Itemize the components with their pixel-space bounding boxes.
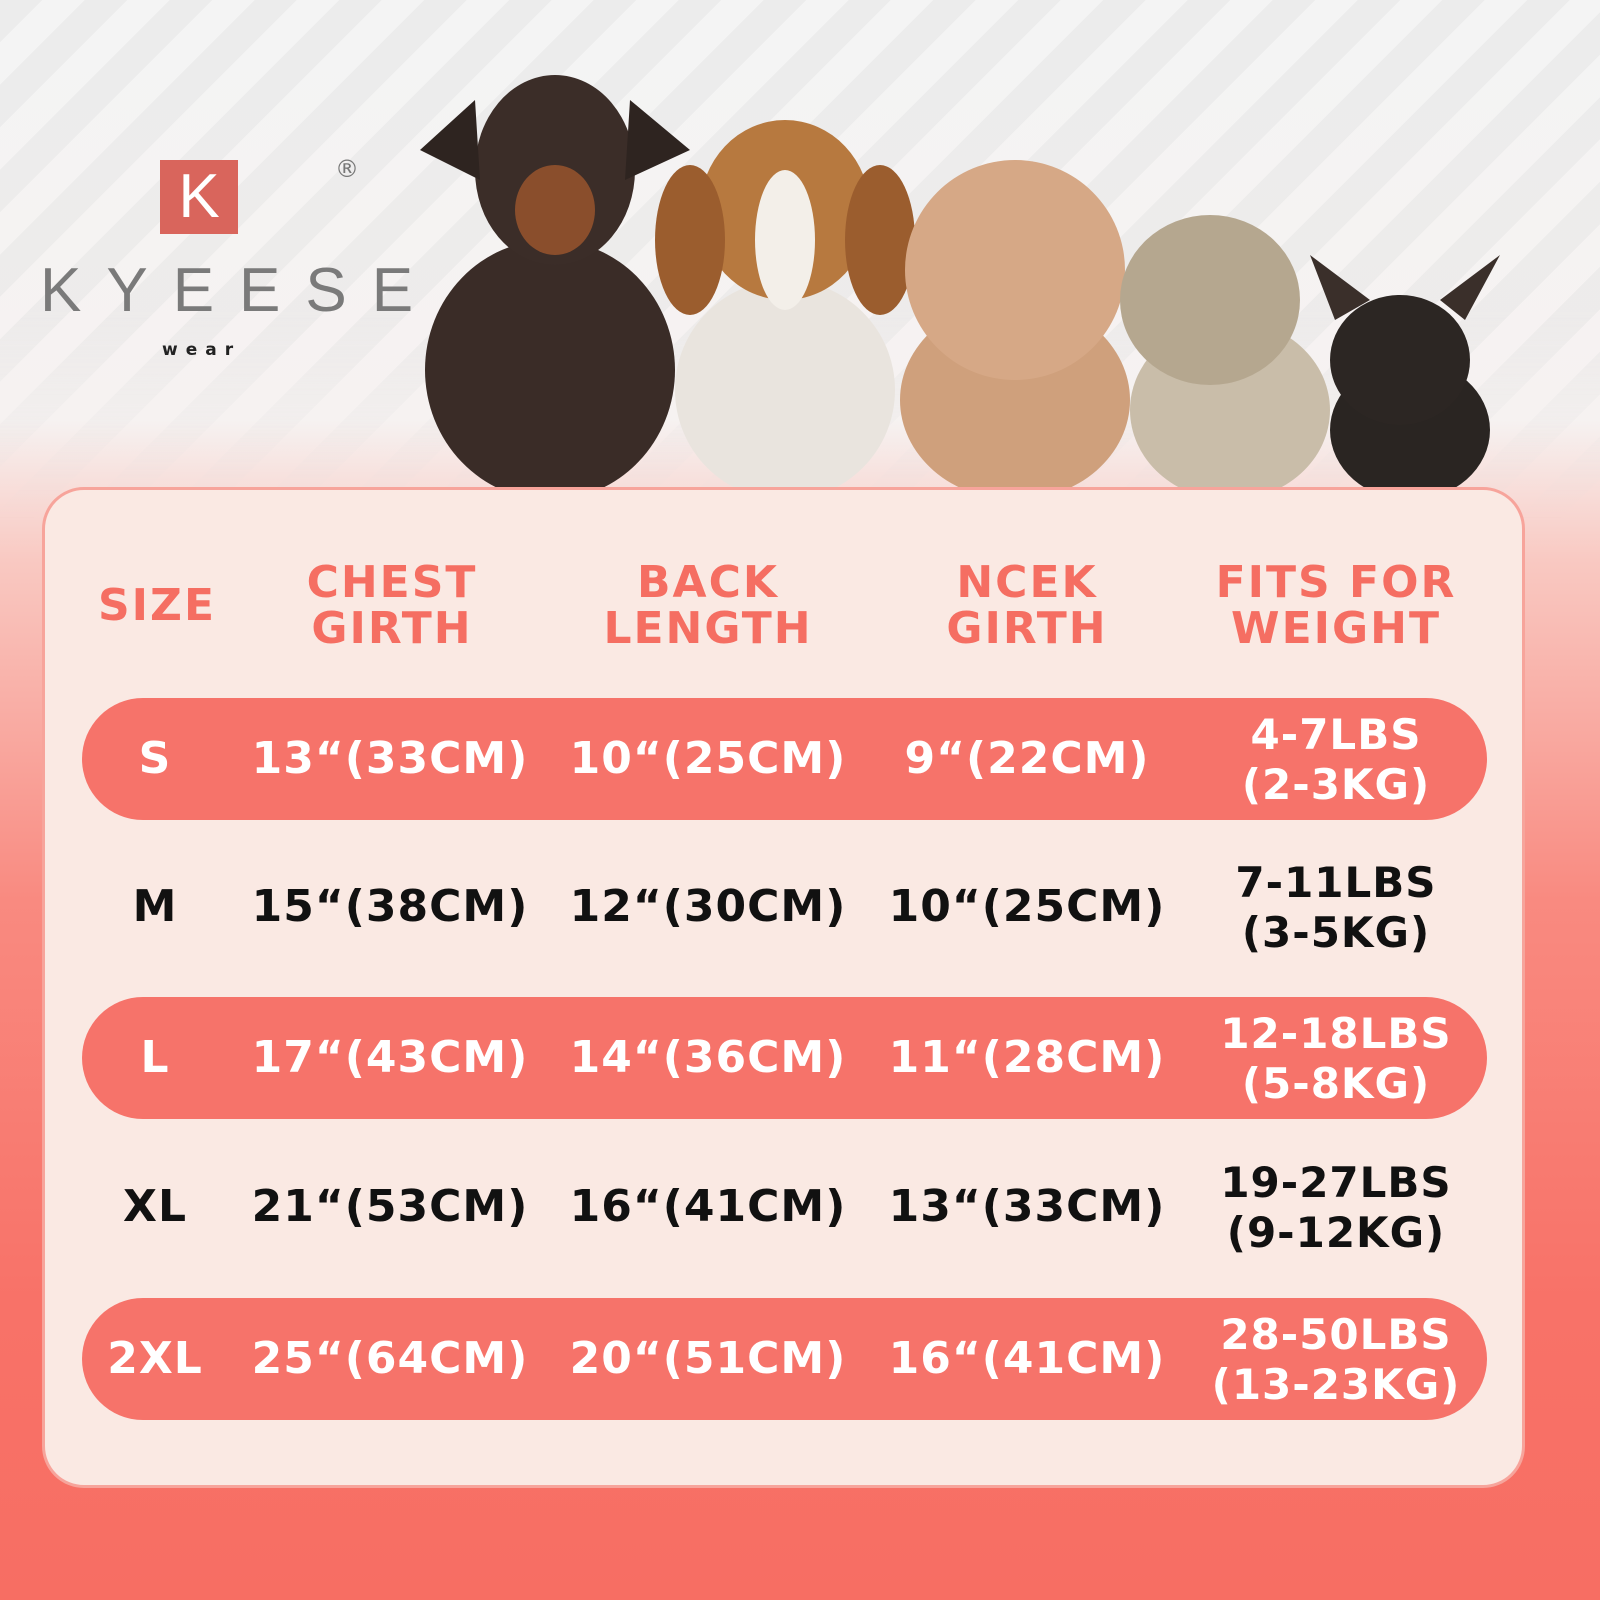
header-size: SIZE <box>97 580 217 631</box>
header-back-length: BACK LENGTH <box>603 557 813 654</box>
brand-name: KYEESE <box>40 256 439 325</box>
header-weight: FITS FOR WEIGHT <box>1215 557 1457 654</box>
cell-back: 14“(36CM) <box>569 1032 847 1083</box>
logo-mark: K <box>160 160 238 234</box>
cell-neck: 11“(28CM) <box>888 1032 1166 1083</box>
cell-neck: 16“(41CM) <box>888 1333 1166 1384</box>
cell-size: L <box>140 1032 170 1083</box>
cell-back: 12“(30CM) <box>569 881 847 932</box>
cell-chest: 21“(53CM) <box>251 1181 529 1232</box>
cell-weight-kg: (5-8KG) <box>1241 1059 1431 1108</box>
beagle-image <box>655 120 915 490</box>
cell-chest: 17“(43CM) <box>251 1032 529 1083</box>
highlight-row-band <box>82 1298 1487 1420</box>
header-chest-girth: CHEST GIRTH <box>306 557 478 654</box>
highlight-row-band <box>82 997 1487 1119</box>
doberman-image <box>420 75 690 490</box>
cell-neck: 9“(22CM) <box>904 733 1150 784</box>
cell-back: 16“(41CM) <box>569 1181 847 1232</box>
cell-back: 10“(25CM) <box>569 733 847 784</box>
cell-size: 2XL <box>107 1333 203 1384</box>
registered-mark: ® <box>335 155 359 183</box>
brand-sub: wear <box>162 340 242 360</box>
terrier-image <box>1120 215 1330 490</box>
cell-weight-kg: (3-5KG) <box>1241 908 1431 957</box>
cell-size: S <box>138 733 172 784</box>
cell-chest: 13“(33CM) <box>251 733 529 784</box>
cell-weight-lbs: 12-18LBS <box>1220 1009 1452 1058</box>
cell-neck: 10“(25CM) <box>888 881 1166 932</box>
cell-weight-kg: (2-3KG) <box>1241 760 1431 809</box>
cell-weight-lbs: 19-27LBS <box>1220 1158 1452 1207</box>
cell-weight-lbs: 28-50LBS <box>1220 1310 1452 1359</box>
header-neck-girth: NCEK GIRTH <box>946 557 1108 654</box>
cell-size: XL <box>123 1181 187 1232</box>
highlight-row-band <box>82 698 1487 820</box>
cell-chest: 15“(38CM) <box>251 881 529 932</box>
cell-weight-kg: (13-23KG) <box>1211 1360 1461 1409</box>
cell-back: 20“(51CM) <box>569 1333 847 1384</box>
cell-chest: 25“(64CM) <box>251 1333 529 1384</box>
cell-weight-kg: (9-12KG) <box>1226 1208 1446 1257</box>
cell-weight-lbs: 7-11LBS <box>1235 858 1437 907</box>
cell-neck: 13“(33CM) <box>888 1181 1166 1232</box>
cell-weight-lbs: 4-7LBS <box>1250 710 1422 759</box>
dogs-photo <box>420 75 1500 490</box>
cell-size: M <box>132 881 178 932</box>
chihuahua-image <box>1310 255 1500 490</box>
poodle-image <box>900 160 1130 490</box>
